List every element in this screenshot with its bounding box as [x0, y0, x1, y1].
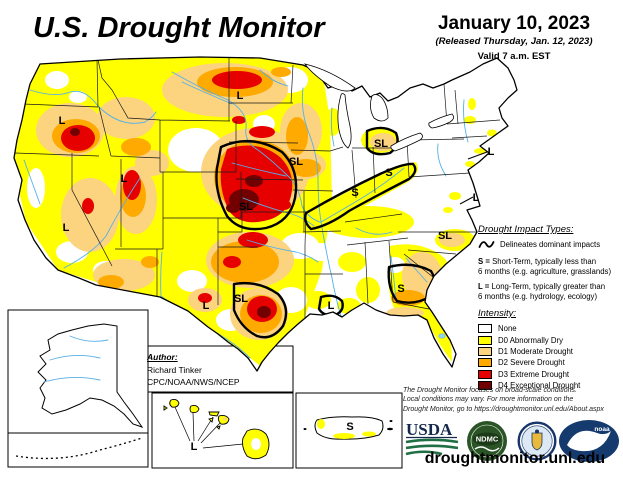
intensity-label: D1 Moderate Drought	[498, 346, 573, 356]
website-url: droughtmonitor.unl.edu	[424, 450, 606, 467]
released-date: (Released Thursday, Jan. 12, 2023)	[435, 36, 593, 47]
long-term-definition: L = Long-Term, typically greater than 6 m…	[478, 282, 606, 301]
intensity-item-d1-moderate-drought: D1 Moderate Drought	[478, 346, 623, 357]
drought-shading	[14, 57, 497, 371]
noaa-seagull-icon	[567, 430, 611, 452]
intensity-swatch	[478, 335, 492, 345]
squiggle-icon	[478, 241, 495, 248]
author-box: Author: Richard Tinker CPC/NOAA/NWS/NCEP	[147, 351, 240, 389]
intensity-swatch	[478, 346, 492, 356]
impact-outlines	[215, 126, 437, 339]
author-org: CPC/NOAA/NWS/NCEP	[147, 377, 240, 387]
usda-logo: USDA	[404, 420, 460, 460]
intensity-title: Intensity:	[478, 308, 517, 319]
noaa-logo-text: noaa	[594, 426, 610, 433]
ndmc-logo: NDMC	[466, 420, 508, 462]
commerce-seal-logo	[517, 421, 557, 461]
conus-outline	[13, 56, 518, 372]
commerce-shield-icon	[531, 432, 543, 451]
intensity-swatch	[478, 358, 492, 368]
author-title: Author:	[147, 352, 178, 362]
noaa-logo: noaa	[557, 419, 621, 463]
intensity-swatch	[478, 324, 492, 334]
intensity-item-d4-exceptional-drought: D4 Exceptional Drought	[478, 380, 623, 391]
intensity-item-d2-severe-drought: D2 Severe Drought	[478, 357, 623, 368]
author-name: Richard Tinker	[147, 364, 202, 375]
impact-types-title: Drought Impact Types:	[478, 224, 574, 235]
intensity-item-d3-extreme-drought: D3 Extreme Drought	[478, 369, 623, 380]
great-lakes	[304, 63, 454, 152]
short-term-definition: S = Short-Term, typically less than 6 mon…	[478, 257, 612, 276]
intensity-item-d0-abnormally-dry: D0 Abnormally Dry	[478, 334, 623, 345]
map-date: January 10, 2023	[437, 13, 591, 34]
intensity-label: D4 Exceptional Drought	[498, 381, 581, 391]
usda-logo-text: USDA	[406, 420, 453, 439]
disclaimer-text: The Drought Monitor focuses on broad-sca…	[403, 387, 604, 413]
intensity-label: D2 Severe Drought	[498, 358, 565, 368]
delineates-row: Delineates dominant impacts	[478, 239, 623, 250]
valid-time: Valid 7 a.m. EST	[477, 51, 551, 62]
hawaii-inset	[151, 392, 294, 469]
intensity-label: None	[498, 324, 517, 334]
intensity-label: D3 Extreme Drought	[498, 369, 570, 379]
intensity-swatch	[478, 381, 492, 391]
map-legend: Drought Impact Types: Delineates dominan…	[478, 224, 623, 391]
intensity-swatch	[478, 369, 492, 379]
date-block: January 10, 2023 (Released Thursday, Jan…	[413, 13, 615, 62]
page-title: U.S. Drought Monitor	[33, 12, 325, 44]
intensity-items: None D0 Abnormally Dry D1 Moderate Drought…	[478, 323, 623, 391]
ndmc-logo-text: NDMC	[476, 435, 499, 444]
intensity-item-none: None	[478, 323, 623, 334]
delineates-label: Delineates dominant impacts	[500, 240, 601, 249]
label-pointer-lines	[459, 151, 488, 205]
alaska-inset	[7, 309, 149, 468]
intensity-label: D0 Abnormally Dry	[498, 335, 563, 345]
puerto-rico-inset	[295, 392, 403, 469]
